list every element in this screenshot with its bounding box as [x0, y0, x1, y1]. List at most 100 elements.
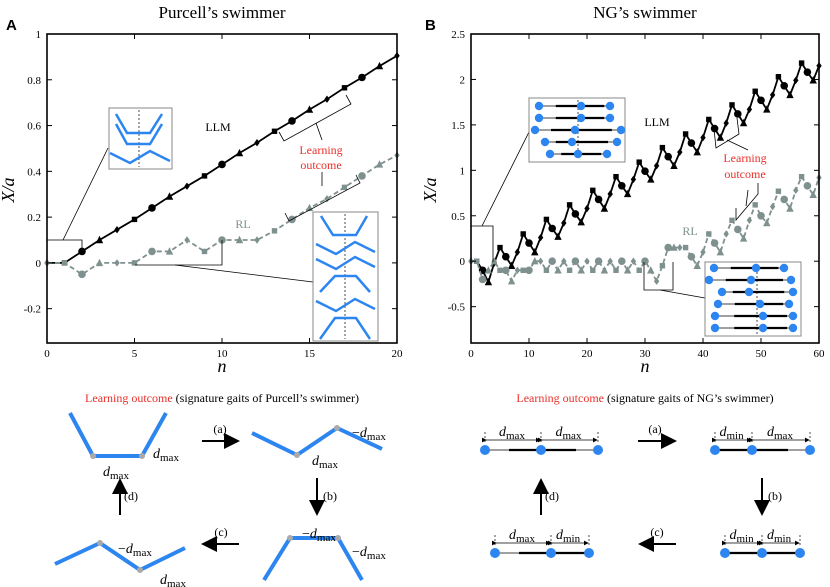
data-point-llm-diamond — [537, 233, 544, 242]
data-point-rl-triangle — [484, 266, 493, 274]
inset-purcell-start — [108, 107, 173, 170]
sphere — [570, 125, 580, 135]
sphere — [751, 263, 761, 273]
data-point-rl-diamond — [723, 230, 729, 238]
sphere — [605, 101, 615, 111]
data-point-llm-circle — [734, 110, 742, 118]
ng-gait-caption: Learning outcome (signature gaits of NG’… — [516, 391, 773, 405]
data-point-llm-circle — [288, 117, 296, 125]
data-point-rl-diamond — [653, 277, 660, 285]
data-point-rl-circle — [664, 243, 672, 252]
data-point-rl-diamond — [630, 257, 637, 265]
data-point-rl-circle — [710, 239, 719, 247]
data-point-rl-circle — [687, 252, 696, 261]
outcome-label-a-1: Learning — [299, 143, 342, 157]
data-point-llm-square — [729, 102, 735, 108]
data-point-rl-square — [341, 184, 348, 191]
angle-label: −dmax — [118, 542, 152, 559]
sphere — [584, 548, 594, 558]
sphere — [720, 548, 730, 558]
data-point-llm-triangle — [531, 247, 539, 256]
angle-label: dmin — [720, 425, 745, 442]
data-point-rl-circle — [571, 257, 580, 266]
data-point-rl-circle — [780, 195, 788, 204]
data-point-llm-square — [682, 131, 689, 137]
data-point-rl-circle — [641, 257, 649, 266]
x-tick-label: 10 — [524, 348, 536, 360]
data-point-llm-triangle — [235, 148, 244, 157]
data-point-llm-triangle — [507, 261, 516, 269]
data-point-llm-triangle — [375, 61, 384, 70]
sphere — [480, 445, 490, 455]
data-point-rl-triangle — [600, 266, 609, 274]
angle-label: dmin — [556, 528, 581, 545]
angle-label: dmax — [556, 425, 582, 442]
data-point-llm-square — [775, 74, 782, 80]
caption-red: Learning outcome — [85, 391, 173, 405]
angle-label: dmax — [312, 454, 338, 471]
sphere — [534, 113, 544, 123]
data-point-llm-square — [590, 187, 596, 194]
sphere — [784, 299, 794, 309]
joint — [335, 535, 341, 541]
data-point-rl-diamond — [254, 236, 260, 244]
panel-letter-a: A — [6, 17, 17, 34]
data-point-rl-square — [775, 188, 782, 194]
data-point-rl-triangle — [235, 235, 244, 244]
sphere — [786, 275, 796, 285]
data-point-rl-circle — [148, 247, 156, 256]
sphere — [616, 125, 626, 135]
data-point-llm-square — [543, 216, 550, 223]
data-point-llm-circle — [687, 139, 696, 147]
data-point-llm-diamond — [677, 148, 683, 156]
data-point-llm-circle — [641, 167, 649, 176]
data-point-rl-diamond — [184, 236, 190, 244]
data-point-rl-triangle — [670, 243, 678, 251]
data-point-llm-circle — [664, 152, 672, 161]
angle-label: dmin — [767, 528, 792, 545]
zoom-annotations-a — [47, 94, 361, 283]
data-point-llm-circle — [594, 195, 603, 204]
data-point-rl-square — [520, 267, 526, 273]
inset-purcell-rl — [312, 211, 379, 342]
data-point-rl-square — [729, 217, 735, 224]
sphere — [540, 137, 550, 147]
sphere — [490, 548, 500, 558]
sphere — [534, 101, 544, 111]
y-tick-label: 2.5 — [451, 29, 465, 41]
sphere — [788, 323, 798, 333]
data-point-rl-diamond — [700, 248, 706, 256]
data-point-llm-triangle — [600, 204, 609, 212]
data-point-rl-square — [61, 260, 68, 266]
x-tick-label: 40 — [698, 348, 710, 360]
data-point-rl-triangle — [507, 277, 516, 285]
y-tick-label: 0 — [460, 256, 466, 268]
caption-rest: (signature gaits of NG’s swimmer) — [604, 391, 774, 405]
joint — [97, 540, 103, 546]
joint — [334, 425, 340, 431]
data-point-rl-diamond — [561, 257, 567, 265]
x-tick-label: 60 — [814, 348, 826, 360]
caption-red: Learning outcome — [516, 391, 604, 405]
data-point-rl-diamond — [114, 259, 120, 267]
data-point-rl-circle — [78, 270, 86, 279]
ng-gait-diagram: dmax dmax dmin dmax dmin dmin dmax dmin (a) (b) (c… — [480, 422, 815, 558]
data-point-rl-circle — [525, 266, 533, 275]
data-point-rl-triangle — [623, 266, 632, 274]
sphere — [710, 311, 720, 321]
data-point-llm-diamond — [324, 95, 330, 103]
y-tick-label: 1.5 — [451, 120, 465, 132]
plot-ng: 0 10 20 30 40 50 60 -0.5 0 0.5 1 1.5 2 2.5 — [448, 29, 825, 360]
angle-label: dmax — [509, 528, 535, 545]
data-point-rl-diamond — [537, 257, 544, 265]
data-point-llm-square — [798, 60, 805, 66]
data-point-llm-circle — [571, 210, 580, 218]
sphere — [704, 275, 714, 285]
y-tick-label: 2 — [460, 74, 466, 86]
sphere — [536, 445, 546, 455]
data-point-rl-square — [474, 258, 480, 264]
joint — [139, 453, 145, 459]
y-axis-label-a: X/a — [0, 178, 18, 204]
data-point-llm-triangle — [739, 118, 748, 127]
data-point-rl-triangle — [693, 261, 701, 269]
